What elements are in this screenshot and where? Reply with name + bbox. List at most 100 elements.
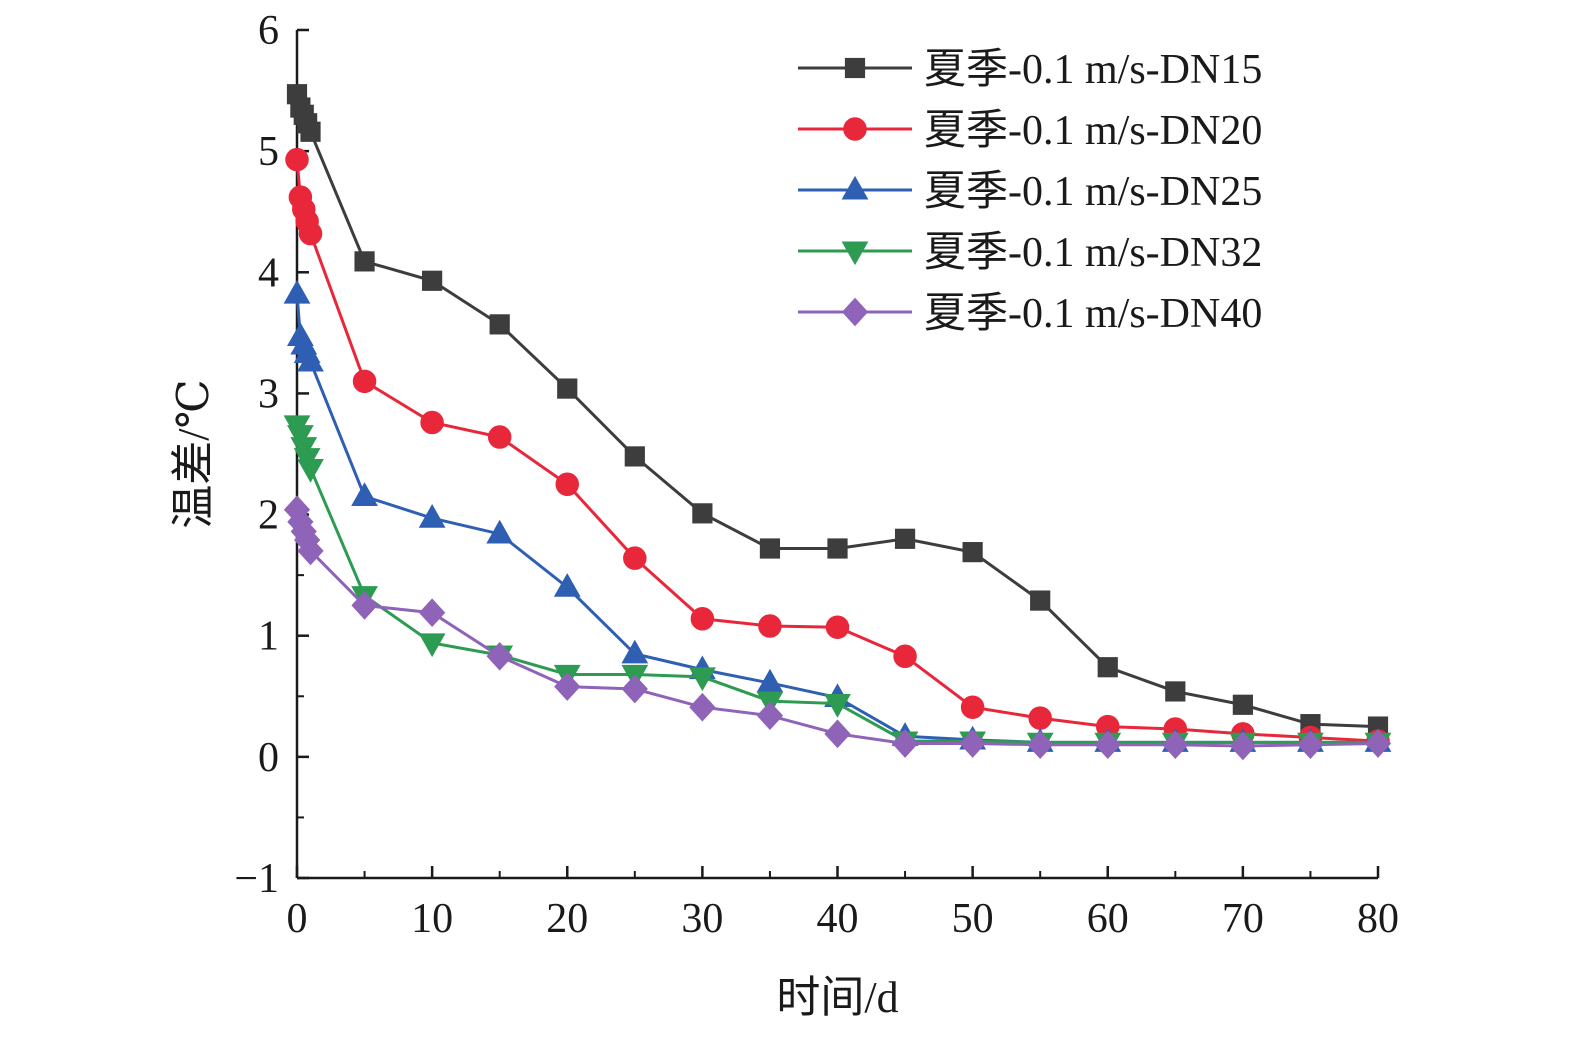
data-point: [624, 446, 645, 467]
data-point: [621, 674, 648, 704]
data-point: [419, 598, 446, 628]
data-point: [825, 615, 850, 639]
data-point: [351, 482, 378, 506]
x-tick-label: 50: [952, 896, 994, 942]
data-point: [1028, 706, 1052, 730]
y-tick-label: 4: [258, 250, 279, 296]
x-tick-label: 0: [287, 896, 308, 942]
series-5: [283, 495, 1392, 761]
series-1: [286, 84, 1389, 737]
data-point: [692, 503, 713, 524]
data-point: [1094, 730, 1121, 760]
data-point: [959, 729, 986, 758]
data-point: [621, 639, 649, 664]
data-point: [554, 672, 581, 701]
data-point: [297, 536, 324, 566]
legend-item: 夏季-0.1 m/s-DN25: [798, 169, 1262, 215]
y-tick-label: 0: [258, 735, 279, 781]
data-point: [352, 369, 377, 394]
data-point: [420, 410, 444, 435]
series-4: [283, 415, 1392, 757]
legend-marker: [841, 241, 869, 266]
data-point: [283, 279, 311, 304]
data-point: [351, 591, 378, 620]
legend-marker: [844, 57, 866, 79]
x-tick-label: 80: [1357, 896, 1399, 942]
data-point: [297, 458, 324, 483]
data-point: [1165, 681, 1186, 702]
data-point: [285, 147, 309, 172]
data-point: [1162, 730, 1189, 760]
data-point: [893, 644, 917, 669]
data-point: [486, 641, 513, 671]
legend-label: 夏季-0.1 m/s-DN20: [924, 108, 1262, 154]
legend-label: 夏季-0.1 m/s-DN32: [924, 230, 1262, 276]
data-point: [1232, 694, 1253, 715]
data-point: [422, 270, 443, 291]
y-tick-label: 1: [258, 614, 279, 660]
x-tick-label: 70: [1222, 896, 1264, 942]
y-tick-label: 5: [258, 129, 279, 175]
data-point: [489, 314, 510, 335]
legend-item: 夏季-0.1 m/s-DN20: [798, 108, 1262, 154]
data-point: [1030, 590, 1051, 611]
y-tick-label: 6: [258, 8, 279, 54]
y-tick-label: −1: [234, 856, 279, 902]
data-point: [1097, 657, 1118, 678]
data-point: [756, 701, 784, 730]
legend-item: 夏季-0.1 m/s-DN32: [798, 230, 1262, 276]
data-point: [689, 692, 716, 722]
data-point: [418, 633, 446, 658]
legend-item: 夏季-0.1 m/s-DN40: [798, 291, 1262, 337]
data-point: [557, 378, 578, 399]
data-point: [300, 121, 321, 142]
legend-marker: [843, 117, 867, 141]
y-tick-label: 3: [258, 371, 279, 417]
series-3: [283, 279, 1392, 752]
data-point: [1027, 730, 1054, 760]
legend-label: 夏季-0.1 m/s-DN40: [924, 291, 1262, 337]
x-tick-label: 30: [681, 896, 723, 942]
data-point: [758, 614, 782, 638]
data-point: [824, 694, 851, 718]
data-point: [1297, 730, 1324, 760]
data-point: [1364, 729, 1392, 758]
data-point: [690, 607, 715, 631]
x-tick-label: 60: [1087, 896, 1129, 942]
data-point: [759, 538, 781, 559]
data-point: [286, 425, 314, 449]
data-point: [962, 542, 983, 563]
legend-marker: [841, 175, 869, 200]
legend-label: 夏季-0.1 m/s-DN15: [924, 47, 1262, 93]
data-point: [891, 729, 919, 758]
data-point: [298, 221, 323, 246]
data-point: [623, 546, 647, 570]
data-point: [486, 519, 514, 544]
data-point: [894, 528, 916, 549]
data-point: [553, 573, 581, 597]
data-point: [960, 695, 985, 719]
series-line: [295, 293, 1378, 744]
data-point: [555, 472, 579, 497]
legend-marker: [841, 297, 869, 327]
data-point: [297, 347, 324, 372]
legend-item: 夏季-0.1 m/s-DN15: [798, 47, 1262, 93]
x-tick-label: 20: [546, 896, 588, 942]
data-point: [688, 667, 716, 692]
y-axis-title: 温差/℃: [169, 379, 218, 528]
data-point: [487, 425, 512, 449]
x-tick-label: 40: [817, 896, 859, 942]
data-point: [354, 251, 375, 272]
legend-label: 夏季-0.1 m/s-DN25: [924, 169, 1262, 215]
data-point: [1229, 731, 1256, 761]
series-layer: [283, 84, 1392, 761]
data-point: [418, 504, 446, 528]
x-axis-title: 时间/d: [776, 973, 898, 1022]
legend: 夏季-0.1 m/s-DN15 夏季-0.1 m/s-DN20 夏季-0.1 m/s…: [798, 47, 1262, 337]
data-point: [824, 719, 851, 749]
data-point: [827, 538, 848, 559]
x-tick-label: 10: [411, 896, 453, 942]
y-tick-label: 2: [258, 493, 279, 539]
